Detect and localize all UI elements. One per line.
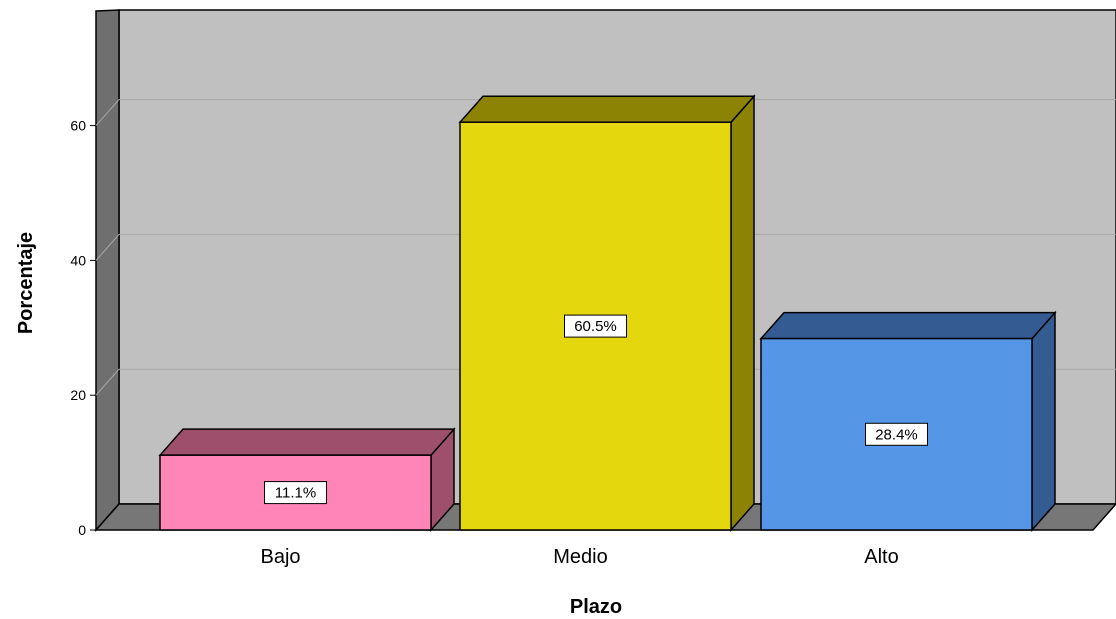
y-tick-label: 0: [78, 522, 86, 538]
bar-top: [458, 95, 756, 123]
y-tick-label: 40: [70, 252, 86, 268]
y-axis-title: Porcentaje: [15, 232, 37, 334]
gridline-side: [95, 234, 120, 261]
side-wall: [95, 9, 120, 532]
x-tick-label: Medio: [553, 546, 607, 568]
x-tick-label: Bajo: [260, 546, 300, 568]
data-label-box: [564, 314, 627, 338]
x-axis-title: Plazo: [570, 596, 622, 618]
bar-top: [158, 428, 456, 456]
gridline-side: [95, 99, 120, 126]
data-label-box: [264, 481, 327, 505]
y-tick-label: 20: [70, 387, 86, 403]
bar-side: [1031, 310, 1056, 532]
y-tick-label: 60: [70, 118, 86, 134]
x-tick-label: Alto: [864, 546, 898, 568]
data-label: 28.4%: [875, 426, 918, 443]
data-label: 11.1%: [275, 485, 316, 502]
bar-side: [730, 94, 755, 532]
data-label-box: [865, 422, 928, 446]
data-label: 60.5%: [574, 318, 617, 335]
bar-top: [759, 311, 1057, 340]
gridline-side: [95, 368, 120, 396]
